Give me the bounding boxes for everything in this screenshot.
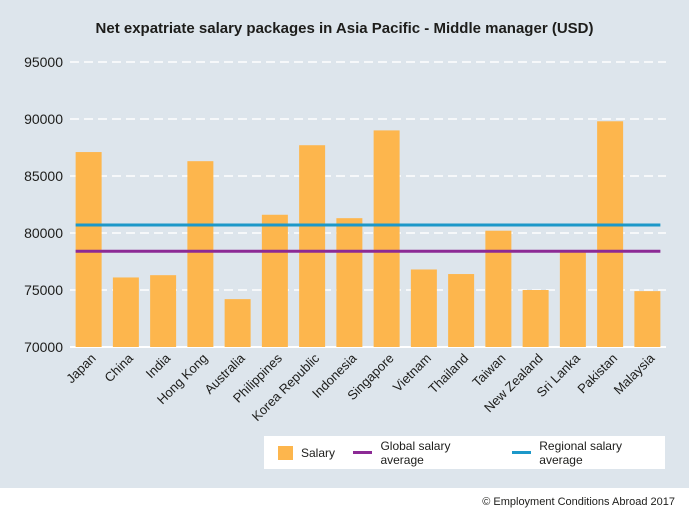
x-tick-label: Thailand bbox=[425, 351, 471, 397]
y-tick-label: 70000 bbox=[24, 339, 63, 355]
legend-entry-global-average: Global salary average bbox=[353, 439, 494, 467]
chart-title: Net expatriate salary packages in Asia P… bbox=[95, 20, 594, 37]
legend-swatch-global-average bbox=[353, 451, 373, 454]
bar-indonesia bbox=[336, 218, 363, 347]
legend-label-regional-average: Regional salary average bbox=[539, 438, 622, 467]
legend-entry-regional-average: Regional salary average bbox=[511, 438, 665, 467]
legend-label-salary: Salary bbox=[301, 445, 336, 460]
footer-credit: © Employment Conditions Abroad 2017 bbox=[482, 496, 675, 508]
bar-taiwan bbox=[485, 230, 512, 347]
x-tick-label: Japan bbox=[63, 351, 99, 387]
y-tick-label: 85000 bbox=[24, 168, 63, 184]
bar-vietnam bbox=[410, 269, 437, 347]
bar-hong-kong bbox=[187, 161, 214, 347]
y-tick-label: 95000 bbox=[24, 54, 63, 70]
y-tick-label: 75000 bbox=[24, 282, 63, 298]
bar-new-zealand bbox=[522, 290, 549, 347]
chart-panel: Net expatriate salary packages in Asia P… bbox=[0, 0, 689, 488]
bar-japan bbox=[75, 152, 102, 347]
bar-malaysia bbox=[634, 291, 661, 347]
bar-india bbox=[150, 275, 177, 347]
bar-australia bbox=[224, 299, 251, 347]
legend-swatch-salary bbox=[278, 445, 293, 460]
bar-sri-lanka bbox=[559, 251, 586, 347]
x-tick-label: India bbox=[143, 350, 174, 381]
legend-label-global-average: Global salary average bbox=[380, 438, 451, 467]
bar-china bbox=[112, 277, 139, 347]
y-tick-label: 80000 bbox=[24, 225, 63, 241]
x-tick-label: Malaysia bbox=[611, 350, 658, 397]
bar-philippines bbox=[261, 214, 288, 347]
bar-thailand bbox=[448, 274, 475, 347]
bar-singapore bbox=[373, 130, 400, 347]
bar-korea-republic bbox=[299, 145, 326, 347]
legend-entry-salary: Salary bbox=[278, 445, 336, 460]
y-tick-label: 90000 bbox=[24, 111, 63, 127]
x-tick-label: China bbox=[101, 350, 136, 385]
legend-swatch-regional-average bbox=[511, 451, 532, 454]
legend: Salary Global salary average Regional sa… bbox=[264, 436, 665, 469]
bar-pakistan bbox=[597, 121, 624, 347]
